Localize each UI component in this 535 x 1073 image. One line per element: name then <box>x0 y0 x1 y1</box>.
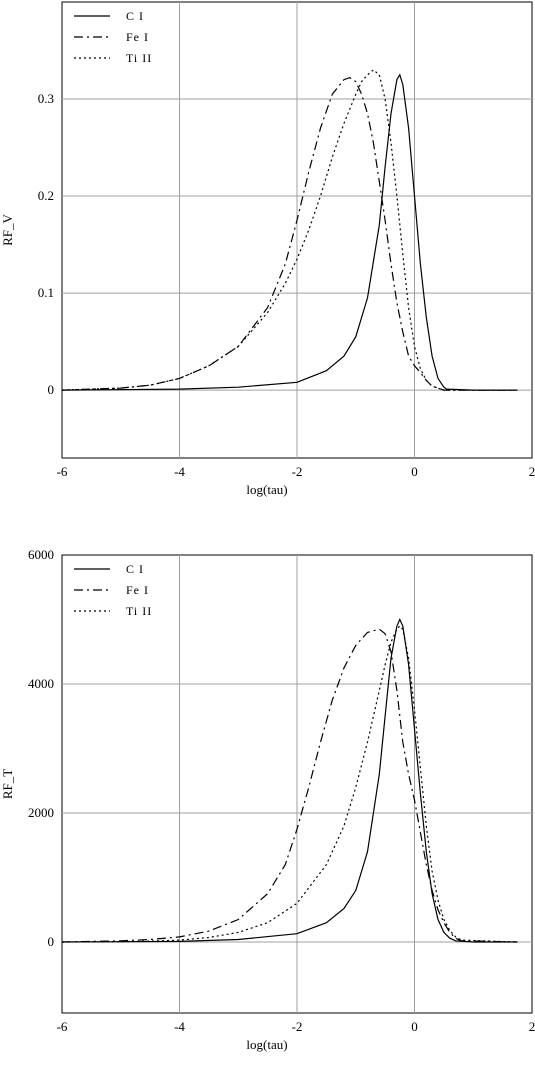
y-tick-label: 0 <box>48 934 55 949</box>
x-tick-label: -4 <box>174 464 185 479</box>
series-line-2 <box>62 69 518 391</box>
x-tick-label: -6 <box>57 464 68 479</box>
y-axis-label: RF_T <box>0 769 15 799</box>
legend-label-2: Ti II <box>126 604 152 618</box>
y-tick-label: 0.1 <box>38 285 54 300</box>
legend-label-1: Fe I <box>126 583 149 597</box>
series-line-2 <box>62 625 518 943</box>
series-line-0 <box>62 618 518 943</box>
y-tick-label: 0 <box>48 382 55 397</box>
series-line-0 <box>62 73 518 391</box>
x-tick-label: 2 <box>529 1019 535 1034</box>
y-axis-label: RF_V <box>0 213 15 245</box>
x-axis-label: log(tau) <box>246 482 287 497</box>
legend-label-0: C I <box>126 9 144 23</box>
legend-label-0: C I <box>126 562 144 576</box>
legend-label-2: Ti II <box>126 51 152 65</box>
x-tick-label: 2 <box>529 464 535 479</box>
x-tick-label: -6 <box>57 1019 68 1034</box>
y-tick-label: 0.2 <box>38 188 54 203</box>
x-tick-label: 0 <box>411 1019 418 1034</box>
rf-t-chart: -6 -4 -2 0 2 0 2000 4000 6000 log(tau) RF_T C I Fe I… <box>0 547 535 1052</box>
y-tick-label: 2000 <box>28 805 54 820</box>
y-tick-label: 6000 <box>28 547 54 562</box>
y-tick-label: 4000 <box>28 676 54 691</box>
x-tick-label: -2 <box>292 1019 303 1034</box>
series-line-1 <box>62 77 518 391</box>
series-line-1 <box>62 628 518 943</box>
rf-v-chart: -6 -4 -2 0 2 0 0.1 0.2 0.3 log(tau) RF_V C I Fe I Ti … <box>0 1 535 497</box>
y-tick-label: 0.3 <box>38 91 54 106</box>
x-tick-label: -2 <box>292 464 303 479</box>
x-tick-label: -4 <box>174 1019 185 1034</box>
x-axis-label: log(tau) <box>246 1037 287 1052</box>
legend-label-1: Fe I <box>126 30 149 44</box>
x-tick-label: 0 <box>411 464 418 479</box>
